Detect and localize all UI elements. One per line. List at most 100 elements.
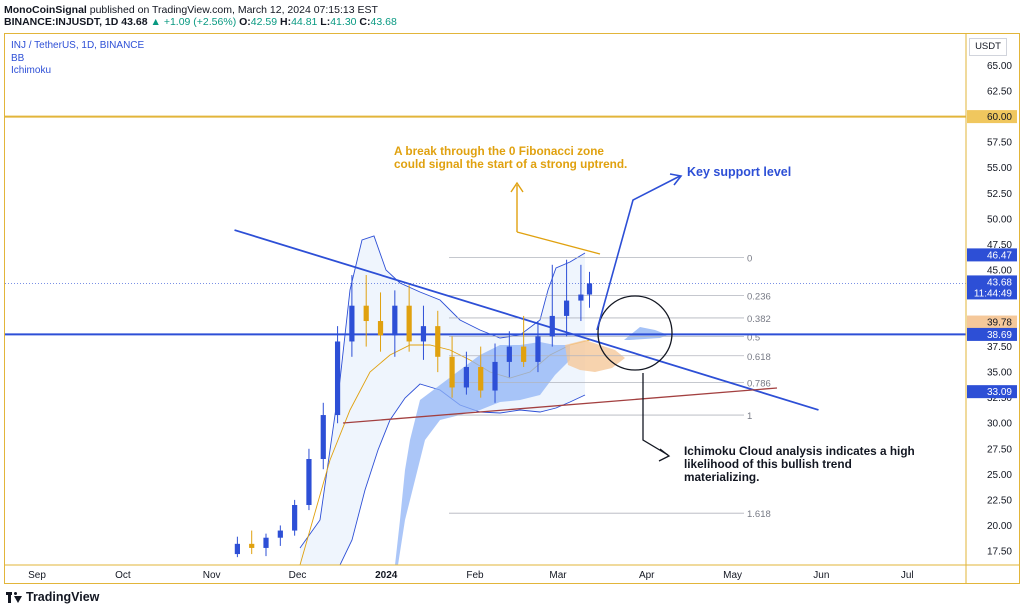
tradingview-logo[interactable]: TradingView — [6, 590, 99, 604]
price-label-bb-upper: 46.47 — [987, 250, 1012, 261]
legend-ichimoku[interactable]: Ichimoku — [11, 65, 52, 76]
price-tick-8: 45.00 — [987, 265, 1012, 276]
time-tick-6: Mar — [549, 570, 567, 581]
open-label: O: — [239, 16, 251, 28]
candle-body-24 — [578, 294, 584, 301]
support-arrow-head — [669, 173, 683, 186]
candle-body-5 — [306, 459, 312, 506]
fib-break-annotation: A break through the 0 Fibonacci zone cou… — [394, 145, 627, 171]
support-arrow-line — [596, 175, 681, 331]
price-tick-7: 47.50 — [987, 240, 1012, 251]
legend-title[interactable]: INJ / TetherUS, 1D, BINANCE — [11, 40, 145, 51]
fib-break-line2: could signal the start of a strong uptre… — [394, 157, 628, 171]
price-tick-15: 27.50 — [987, 444, 1012, 455]
time-tick-5: Feb — [466, 570, 484, 581]
candle-body-1 — [249, 543, 255, 548]
price-label-bb-lower: 33.09 — [987, 387, 1012, 398]
price-tick-18: 20.00 — [987, 521, 1012, 532]
plot-area: 0 0.236 0.382 0.5 0.618 0.786 1 1.618 — [5, 115, 966, 565]
price-tick-19: 17.50 — [987, 547, 1012, 558]
cloud-line2: likelihood of this bullish trend — [684, 457, 852, 471]
time-tick-7: Apr — [639, 570, 655, 581]
price-label-ichimoku-bg — [967, 315, 1017, 329]
candle-body-16 — [463, 367, 469, 388]
price-tick-14: 30.00 — [987, 419, 1012, 430]
price-tick-1: 62.50 — [987, 87, 1012, 98]
ichimoku-cloud — [395, 342, 570, 565]
orange-pointer-line — [516, 231, 601, 255]
candle-body-17 — [478, 367, 484, 391]
high-value: 44.81 — [291, 16, 318, 28]
target-circle — [597, 295, 673, 371]
candle-body-15 — [449, 356, 455, 388]
tradingview-logo-text: TradingView — [26, 590, 100, 604]
candle-body-7 — [334, 341, 341, 416]
candle-body-14 — [435, 326, 441, 357]
price-tick-6: 50.00 — [987, 214, 1012, 225]
chart-frame — [4, 33, 1020, 584]
open-value: 42.59 — [250, 16, 278, 28]
candle-body-9 — [363, 305, 369, 322]
candle-body-19 — [506, 346, 512, 362]
candle-body-6 — [320, 415, 326, 460]
candle-body-11 — [392, 305, 398, 336]
ascending-trendline — [342, 387, 778, 424]
chart-legend: INJ / TetherUS, 1D, BINANCE BB Ichimoku — [11, 40, 144, 78]
price-label-support-bg — [967, 327, 1017, 341]
fib-label-4: 0.618 — [747, 352, 771, 363]
cloud-arrow-line — [642, 373, 669, 456]
cloud-line1: Ichimoku Cloud analysis indicates a high — [684, 444, 915, 458]
fib-label-1: 0.236 — [747, 291, 771, 302]
close-label: C: — [359, 16, 371, 28]
tradingview-logo-icon — [6, 591, 22, 603]
candle-body-13 — [420, 326, 427, 342]
fib-label-6: 1 — [747, 411, 752, 422]
change-value: +1.09 (+2.56%) — [163, 16, 237, 28]
close-value: 43.68 — [370, 16, 397, 28]
price-label-last: 43.68 — [987, 277, 1012, 288]
currency-unit[interactable]: USDT — [969, 38, 1007, 56]
last-price: 43.68 — [121, 16, 148, 28]
price-label-support: 38.69 — [987, 330, 1012, 341]
candle-body-2 — [263, 537, 269, 548]
low-value: 41.30 — [330, 16, 357, 28]
legend-bb[interactable]: BB — [11, 52, 25, 64]
time-tick-4: 2024 — [375, 570, 398, 581]
high-label: H: — [280, 16, 292, 28]
orange-arrow-head — [510, 181, 524, 193]
candle-body-3 — [277, 530, 283, 538]
price-label-ichimoku: 39.78 — [987, 318, 1012, 329]
candle-body-4 — [292, 505, 298, 531]
bollinger-fill — [300, 236, 585, 565]
price-tick-17: 22.50 — [987, 495, 1012, 506]
candle-body-21 — [535, 336, 541, 362]
publish-info: MonoCoinSignal published on TradingView.… — [4, 4, 378, 16]
price-label-bb-upper-bg — [967, 248, 1017, 262]
price-tick-16: 25.00 — [987, 470, 1012, 481]
price-tick-12: 35.00 — [987, 368, 1012, 379]
fib-label-5: 0.786 — [747, 378, 771, 389]
price-label-60: 60.00 — [987, 112, 1012, 123]
price-tick-13: 32.50 — [987, 393, 1012, 404]
time-tick-1: Oct — [115, 570, 131, 581]
price-tick-3: 57.50 — [987, 138, 1012, 149]
price-tick-11: 37.50 — [987, 342, 1012, 353]
candle-body-20 — [521, 346, 527, 362]
time-tick-8: May — [723, 570, 742, 581]
cloud-line3: materializing. — [684, 470, 760, 484]
price-label-bb-lower-bg — [967, 385, 1017, 399]
cloud-annotation: Ichimoku Cloud analysis indicates a high… — [684, 445, 915, 484]
fib-break-line1: A break through the 0 Fibonacci zone — [394, 144, 604, 158]
fib-label-3: 0.5 — [747, 332, 760, 343]
candle-body-25 — [586, 283, 593, 295]
publish-text: published on TradingView.com, March 12, … — [89, 4, 378, 16]
time-tick-2: Nov — [203, 570, 221, 581]
price-label-60-bg — [967, 110, 1017, 124]
time-tick-3: Dec — [289, 570, 307, 581]
time-tick-10: Jul — [901, 570, 914, 581]
candle-body-18 — [492, 361, 498, 391]
candle-body-22 — [549, 315, 555, 337]
support-annotation: Key support level — [687, 165, 792, 179]
author-name[interactable]: MonoCoinSignal — [4, 4, 87, 16]
